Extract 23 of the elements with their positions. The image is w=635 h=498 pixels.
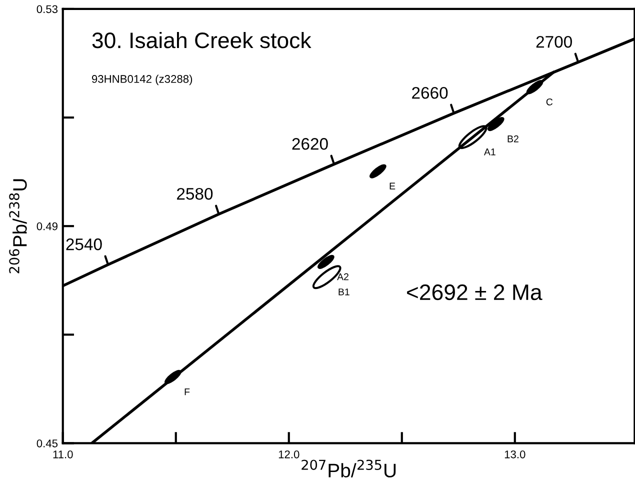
text: 30. Isaiah Creek stock — [92, 32, 312, 48]
y-tick-label: 0.49 — [36, 222, 58, 230]
annotation: 2700 — [536, 36, 572, 48]
y-tick-label: 0.53 — [36, 5, 58, 14]
annotation: 2660 — [412, 86, 448, 99]
x-tick-label: 13.0 — [504, 450, 526, 458]
annotation: 2580 — [177, 188, 213, 200]
x-tick-label: 12.0 — [278, 450, 300, 458]
annotation: 2540 — [66, 238, 102, 250]
y-tick-label: 0.45 — [36, 439, 58, 448]
annotation: E — [390, 182, 396, 190]
x-tick-label: 11.0 — [53, 450, 73, 458]
annotation: A1 — [484, 148, 496, 156]
annotation: A2 — [337, 273, 348, 280]
annotation: B2 — [508, 135, 518, 142]
annotation: 2620 — [292, 138, 328, 150]
annotation: C — [546, 98, 553, 106]
annotation: B1 — [338, 288, 350, 296]
annotation: F — [184, 388, 190, 396]
annotation: <2692 ± 2 Ma — [407, 284, 542, 300]
x-axis-title: $^{207}$Pb/$^{235}$U — [302, 460, 396, 478]
y-axis-title: $^{206}$Pb/$^{238}$U — [9, 179, 27, 274]
text: 93HNB0142 (z3288) — [92, 74, 192, 86]
